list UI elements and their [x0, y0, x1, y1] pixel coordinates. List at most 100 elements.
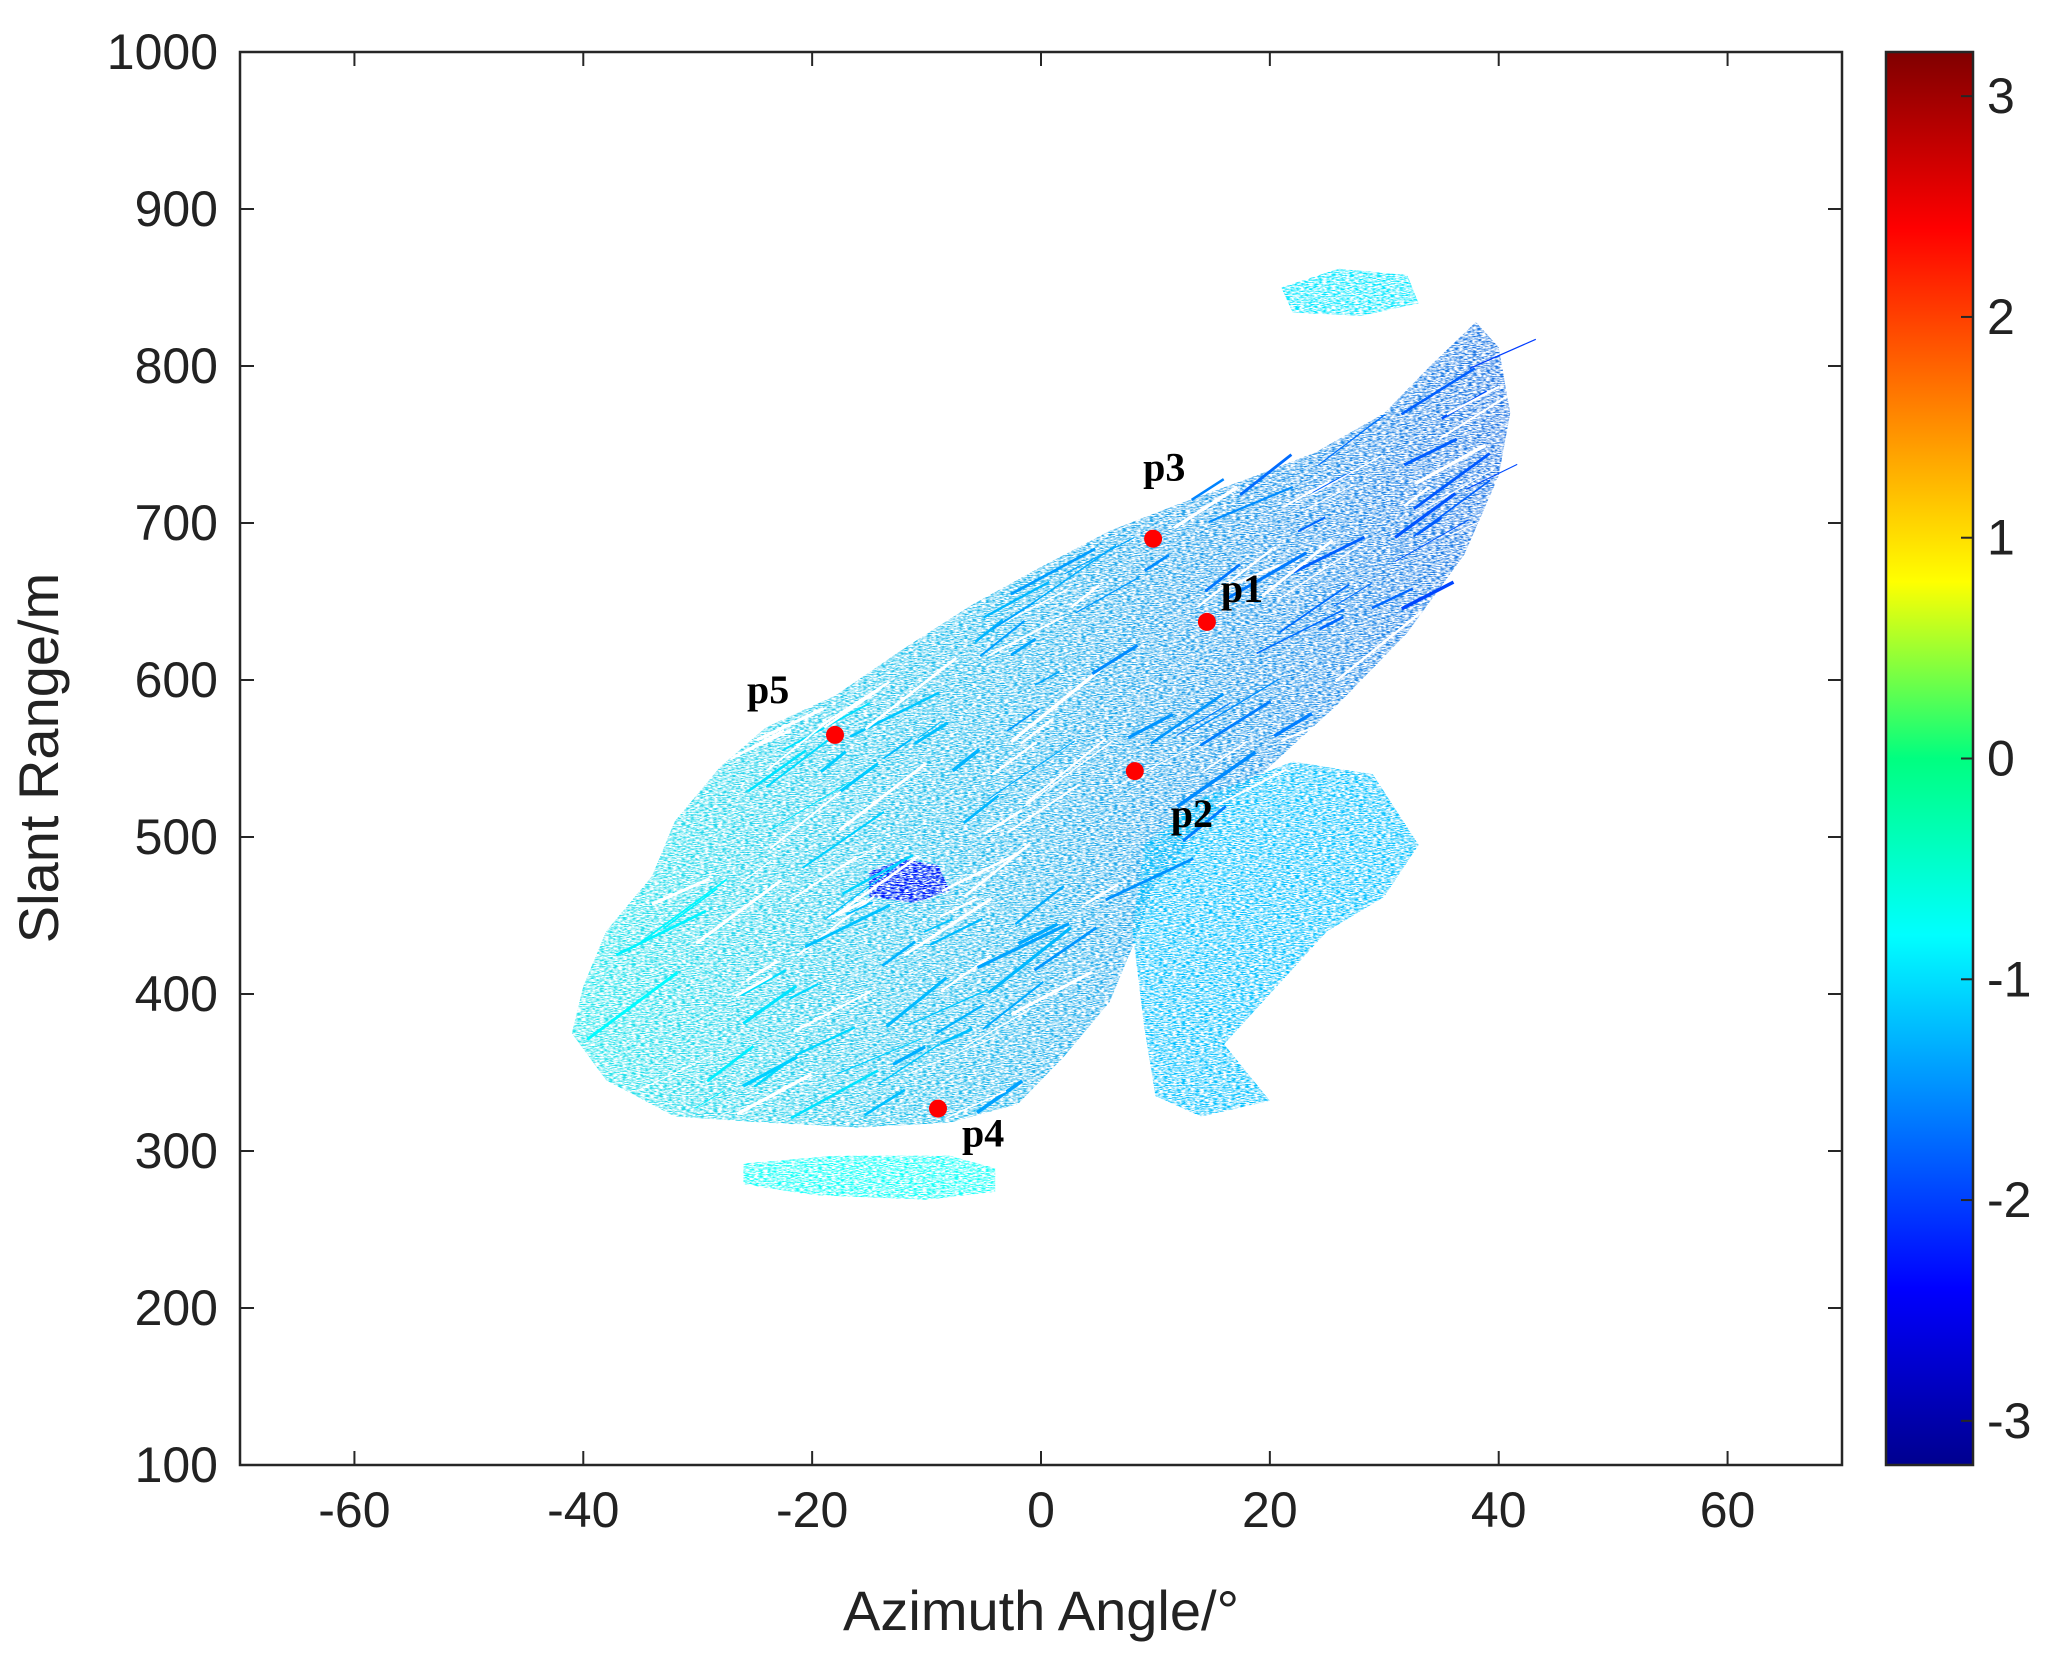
texture-streak	[1239, 453, 1293, 497]
texture-streak	[836, 899, 867, 916]
texture-streak	[1150, 692, 1225, 745]
texture-streak	[1310, 454, 1384, 496]
texture-streak	[1182, 805, 1227, 842]
texture-streak	[1279, 583, 1350, 633]
texture-streak	[1334, 610, 1423, 683]
texture-streak	[830, 854, 920, 919]
texture-streak	[988, 740, 1076, 799]
texture-streak	[801, 810, 885, 869]
texture-streak	[941, 853, 1017, 893]
texture-streak	[974, 618, 1004, 643]
texture-streak	[976, 1079, 1024, 1115]
texture-streak	[838, 763, 926, 832]
texture-streak	[765, 715, 835, 772]
texture-streak	[1176, 750, 1257, 808]
texture-streak	[1010, 547, 1096, 596]
texture-streak	[1415, 443, 1487, 485]
region-main-scatter	[571, 322, 1511, 1128]
texture-streak	[1173, 485, 1239, 530]
texture-streak	[1084, 883, 1119, 906]
x-tick-label: 40	[1471, 1482, 1527, 1538]
colorbar-tick-label: -2	[1987, 1172, 2031, 1228]
texture-streak	[991, 740, 1038, 776]
region-dark-patch	[869, 859, 950, 903]
texture-streak	[1105, 857, 1194, 902]
colorbar-tick-label: -1	[1987, 951, 2031, 1007]
texture-streak	[947, 1090, 1007, 1118]
texture-streak	[1401, 580, 1455, 611]
x-tick-label: -20	[776, 1482, 848, 1538]
texture-streak	[1276, 542, 1364, 601]
texture-streak	[695, 879, 783, 945]
texture-streak	[819, 750, 847, 773]
texture-streak	[1273, 712, 1313, 738]
texture-streak	[706, 1044, 755, 1083]
texture-streak	[1256, 608, 1345, 655]
texture-streak	[615, 909, 707, 957]
colorbar: -3 -2 -1 0 1 2 3	[1884, 50, 2031, 1467]
region-top-cluster	[1281, 268, 1419, 316]
texture-streak	[1371, 587, 1414, 610]
point-p1	[1197, 612, 1216, 631]
texture-streak	[1465, 463, 1518, 490]
colorbar-gradient	[1884, 50, 1975, 1467]
point-label-p5: p5	[747, 667, 789, 712]
texture-streak	[982, 580, 1050, 619]
texture-streak	[914, 721, 949, 745]
texture-streak	[1304, 484, 1354, 511]
x-axis-title: Azimuth Angle/°	[843, 1579, 1239, 1642]
texture-streak	[765, 735, 834, 788]
texture-streak	[1075, 576, 1140, 614]
texture-streak	[651, 877, 711, 906]
y-tick-label: 1000	[107, 24, 218, 80]
texture-streak	[586, 971, 679, 1041]
texture-streak	[1224, 551, 1308, 602]
colorbar-tick-label: 3	[1987, 68, 2015, 124]
texture-streak	[934, 1003, 985, 1035]
texture-streak	[789, 855, 857, 902]
texture-streak	[1010, 970, 1093, 1016]
texture-streak	[998, 588, 1068, 626]
y-tick-label: 900	[135, 181, 218, 237]
texture-streak	[1006, 708, 1040, 732]
texture-streak	[903, 897, 993, 957]
texture-streak	[793, 989, 872, 1033]
texture-streak	[1215, 768, 1288, 807]
texture-streak	[1127, 712, 1174, 740]
texture-streak	[1319, 615, 1344, 631]
texture-streak	[640, 878, 728, 944]
region-lower-right-lobe	[1132, 761, 1419, 1117]
texture-streak	[1193, 678, 1280, 731]
texture-streak	[769, 781, 850, 831]
texture-streak	[963, 842, 1031, 898]
y-tick-label: 500	[135, 809, 218, 865]
texture-streak	[885, 976, 948, 1028]
texture-streak	[1191, 478, 1225, 501]
colorbar-tick-label: 2	[1987, 289, 2015, 345]
texture-streak	[1113, 741, 1201, 789]
texture-streak	[1227, 563, 1281, 588]
x-tick-label: 0	[1027, 1482, 1055, 1538]
texture-streak	[907, 1036, 996, 1075]
texture-streak	[864, 656, 958, 730]
texture-streak	[883, 738, 912, 760]
texture-streak	[1006, 784, 1079, 834]
texture-streak	[1260, 538, 1334, 598]
point-p5	[826, 725, 844, 744]
texture-streak	[1009, 667, 1103, 744]
texture-streak	[662, 887, 718, 930]
colorbar-tick-label: 0	[1987, 731, 2015, 787]
texture-streak	[1091, 644, 1139, 675]
texture-streak	[1283, 480, 1330, 508]
y-tick-label: 400	[135, 966, 218, 1022]
texture-streak	[745, 959, 779, 982]
texture-streak	[939, 1027, 973, 1045]
texture-streak	[1469, 338, 1537, 369]
texture-streak	[790, 1069, 879, 1120]
texture-streak	[740, 859, 772, 884]
texture-streak	[1333, 582, 1372, 607]
texture-streak	[951, 748, 981, 773]
texture-streak	[1070, 583, 1101, 609]
point-label-p3: p3	[1143, 445, 1185, 490]
